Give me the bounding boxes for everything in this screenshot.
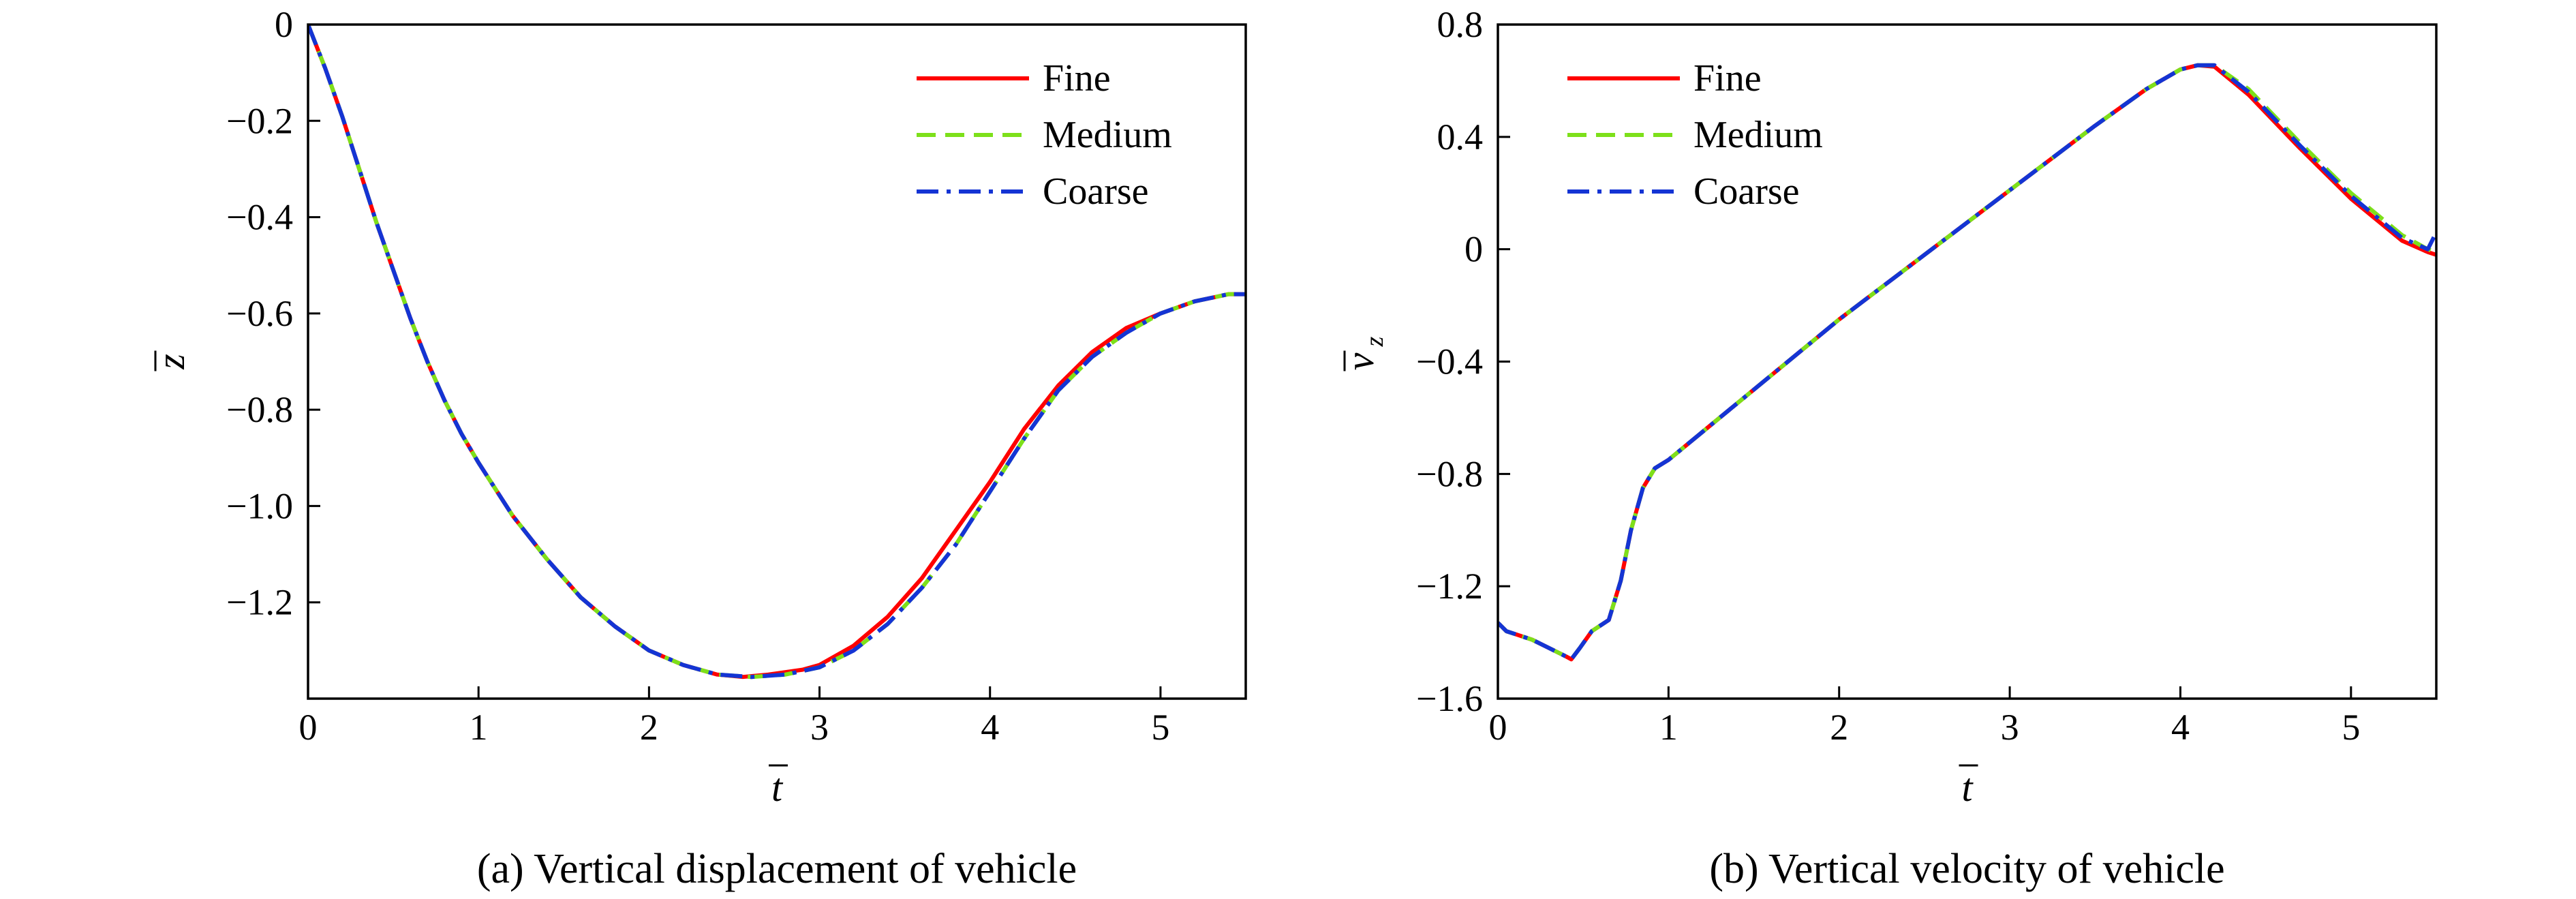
x-tick-label: 2 xyxy=(640,707,658,748)
x-axis-label: t xyxy=(1961,765,1974,810)
y-axis-label-group: z xyxy=(149,350,193,371)
series-group xyxy=(1498,63,2436,662)
x-tick-label: 0 xyxy=(1489,707,1507,748)
panel-caption: (b) Vertical velocity of vehicle xyxy=(1709,846,2224,892)
panel-caption: (a) Vertical displacement of vehicle xyxy=(477,846,1077,892)
x-tick-label: 4 xyxy=(981,707,999,748)
y-tick-label: −0.8 xyxy=(1416,453,1483,494)
y-tick-label: 0.8 xyxy=(1437,4,1484,45)
y-tick-label: −0.6 xyxy=(226,293,293,334)
series-group xyxy=(308,25,1246,680)
series-line-coarse xyxy=(308,25,1246,680)
x-axis-label: t xyxy=(771,765,784,810)
legend: Fine Medium Coarse xyxy=(917,57,1172,213)
y-axis-label-subscript: z xyxy=(1360,337,1389,348)
legend-label: Coarse xyxy=(1043,170,1149,213)
x-tick-label: 3 xyxy=(2001,707,2019,748)
panel-velocity: 0 1 2 3 4 5 0.8 0.4 0 −0.4 −0.8 −1.2 −1.6 t vz Fine Medi… xyxy=(1338,4,2438,892)
legend: Fine Medium Coarse xyxy=(1567,57,1823,213)
x-tick-label: 2 xyxy=(1830,707,1848,748)
x-tick-label: 5 xyxy=(2342,707,2360,748)
y-tick-label: −1.6 xyxy=(1416,678,1483,719)
y-tick-label: 0 xyxy=(275,4,293,45)
y-tick-label: 0.4 xyxy=(1437,117,1484,157)
series-line-coarse xyxy=(1498,63,2436,662)
y-tick-label: −0.8 xyxy=(226,389,293,430)
y-tick-label: −0.4 xyxy=(226,197,293,238)
legend-label: Fine xyxy=(1693,57,1762,100)
legend-label: Medium xyxy=(1693,114,1823,156)
panel-displacement: 0 1 2 3 4 5 0 −0.2 −0.4 −0.6 −0.8 −1.0 −1.2 t z Fine Med… xyxy=(149,4,1247,892)
y-tick-label: −0.4 xyxy=(1416,341,1483,382)
y-axis-label: z xyxy=(149,354,193,370)
x-tick-label: 3 xyxy=(810,707,829,748)
legend-label: Medium xyxy=(1043,114,1172,156)
x-tick-label: 4 xyxy=(2171,707,2190,748)
x-tick-label: 1 xyxy=(470,707,488,748)
y-axis-label-group: vz xyxy=(1338,337,1389,371)
y-tick-label: −1.2 xyxy=(1416,566,1483,607)
legend-label: Fine xyxy=(1043,57,1111,100)
y-tick-label: −1.0 xyxy=(226,485,293,526)
legend-label: Coarse xyxy=(1693,170,1800,213)
x-tick-label: 1 xyxy=(1659,707,1678,748)
plot-frame xyxy=(307,23,1247,700)
y-tick-label: −0.2 xyxy=(226,100,293,141)
y-tick-label: 0 xyxy=(1465,229,1483,270)
x-tick-label: 0 xyxy=(299,707,318,748)
y-tick-label: −1.2 xyxy=(226,582,293,623)
series-line-medium xyxy=(1498,63,2436,662)
x-tick-label: 5 xyxy=(1151,707,1169,748)
series-line-fine xyxy=(1498,63,2436,662)
plot-frame xyxy=(1497,23,2438,700)
